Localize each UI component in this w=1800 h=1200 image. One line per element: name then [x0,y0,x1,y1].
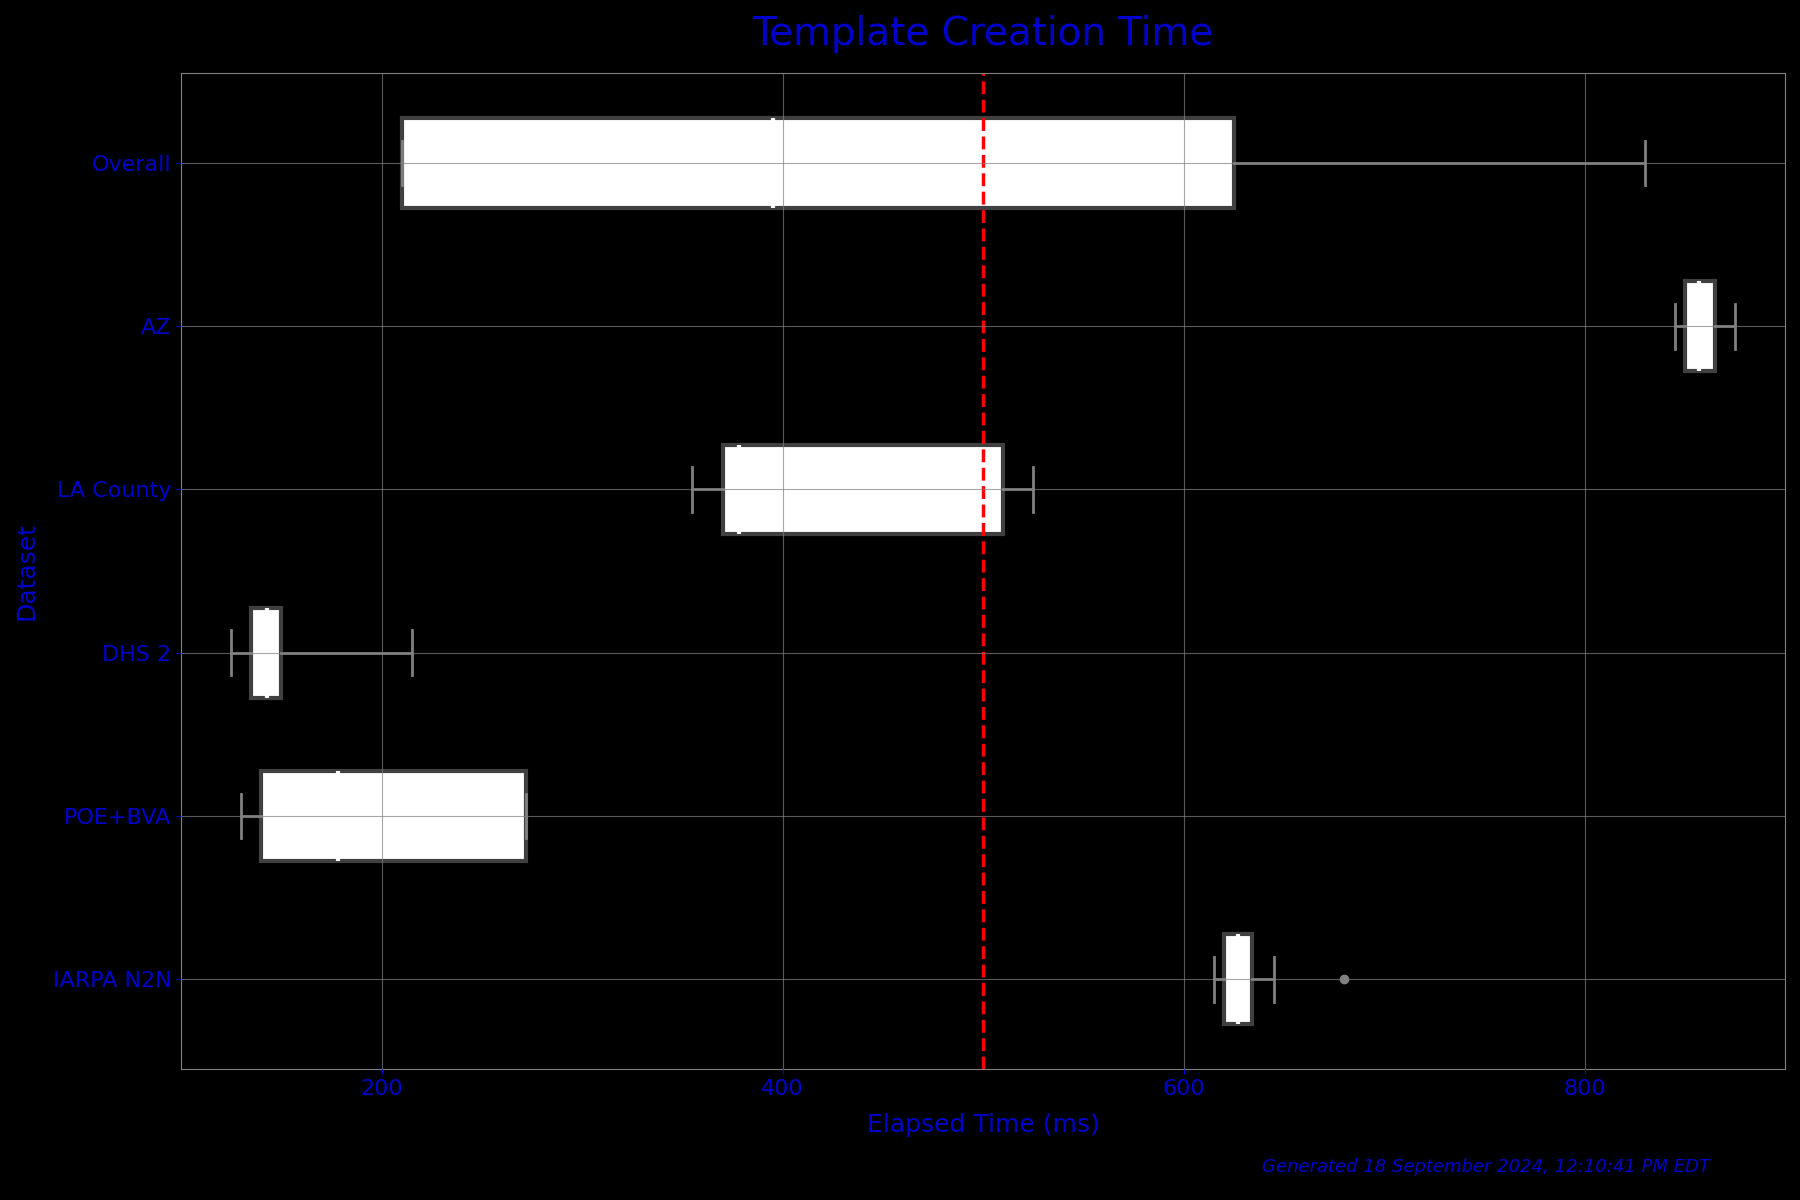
PathPatch shape [401,118,1233,208]
PathPatch shape [722,444,1003,534]
PathPatch shape [261,772,526,860]
Title: Template Creation Time: Template Creation Time [752,14,1213,53]
PathPatch shape [252,608,281,697]
PathPatch shape [1685,281,1715,371]
X-axis label: Elapsed Time (ms): Elapsed Time (ms) [868,1112,1100,1136]
Text: Generated 18 September 2024, 12:10:41 PM EDT: Generated 18 September 2024, 12:10:41 PM… [1262,1158,1710,1176]
Y-axis label: Dataset: Dataset [14,522,40,620]
PathPatch shape [1224,935,1251,1024]
